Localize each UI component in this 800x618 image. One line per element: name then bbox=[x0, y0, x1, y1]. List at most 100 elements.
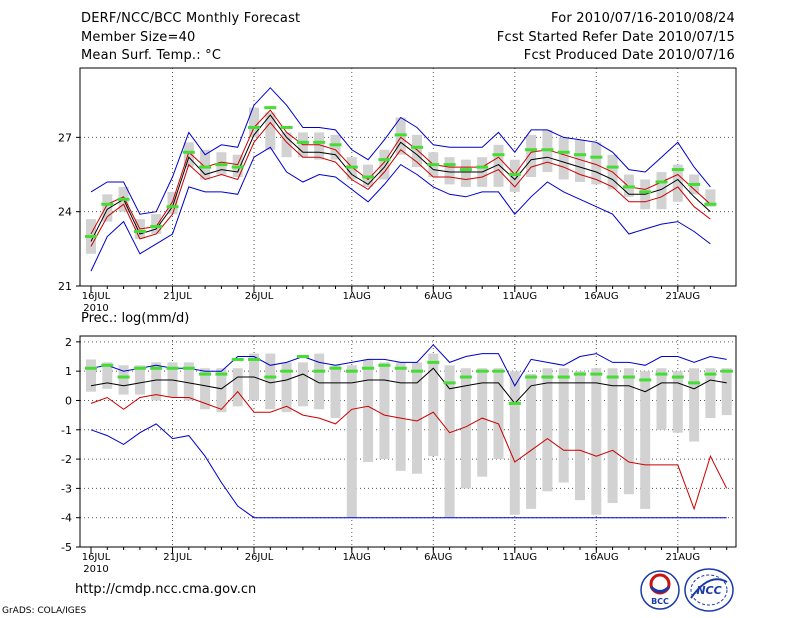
temp-box-1 bbox=[102, 194, 113, 222]
prec-lower-red-line bbox=[90, 390, 728, 511]
temp-median-25 bbox=[492, 153, 505, 157]
prec-ytick-label-6: 1 bbox=[65, 365, 72, 378]
temp-box-20 bbox=[412, 134, 422, 168]
temp-xtick-label-6: 16AUG bbox=[584, 291, 619, 302]
temp-year-label: 2010 bbox=[83, 303, 108, 314]
prec-xtick-label-2: 26JUL bbox=[245, 552, 274, 563]
temp-median-1 bbox=[101, 202, 114, 206]
temp-median-13 bbox=[296, 140, 309, 144]
prec-ytick-label-3: -2 bbox=[61, 453, 72, 466]
prec-median-24 bbox=[476, 369, 489, 373]
bcc-logo-text: BCC bbox=[651, 597, 669, 606]
figure-title: DERF/NCC/BCC Monthly Forecast bbox=[81, 11, 301, 26]
prec-box-35 bbox=[656, 368, 667, 430]
prec-box-4 bbox=[151, 362, 162, 401]
prec-xtick-label-3: 1AUG bbox=[343, 552, 371, 563]
prec-median-34 bbox=[639, 378, 652, 382]
temp-median-9 bbox=[231, 165, 244, 169]
temp-median-2 bbox=[117, 197, 130, 201]
temp-xtick-label-5: 11AUG bbox=[502, 291, 537, 302]
prec-box-39 bbox=[721, 368, 732, 416]
temp-box-11 bbox=[265, 112, 276, 150]
temp-box-25 bbox=[493, 144, 504, 187]
temp-median-11 bbox=[264, 106, 277, 110]
prec-median-15 bbox=[329, 366, 342, 370]
prec-box-13 bbox=[297, 362, 308, 407]
temp-lower-red-line bbox=[90, 121, 711, 247]
temp-box-4 bbox=[151, 214, 162, 234]
temp-median-38 bbox=[704, 202, 717, 206]
prec-median-3 bbox=[133, 366, 146, 370]
temp-mean-line bbox=[90, 114, 711, 242]
temp-median-10 bbox=[248, 125, 260, 129]
prec-median-0 bbox=[85, 366, 97, 370]
prec-box-32 bbox=[607, 368, 618, 504]
temp-median-33 bbox=[622, 185, 635, 189]
prec-ytick-label-5: 0 bbox=[65, 394, 72, 407]
prec-median-35 bbox=[655, 372, 668, 376]
temp-median-30 bbox=[574, 153, 586, 157]
prec-upper-line bbox=[90, 344, 727, 387]
temp-median-20 bbox=[411, 145, 423, 149]
prec-median-4 bbox=[150, 366, 163, 370]
temp-median-32 bbox=[606, 165, 619, 169]
temp-box-6 bbox=[183, 142, 194, 168]
prec-box-34 bbox=[640, 371, 651, 509]
forecast-started-label: Fcst Started Refer Date 2010/07/15 bbox=[496, 30, 735, 45]
temp-frame bbox=[79, 67, 737, 287]
prec-median-28 bbox=[541, 375, 554, 379]
temp-box-29 bbox=[558, 137, 569, 180]
source-url: http://cmdp.ncc.cma.gov.cn bbox=[75, 582, 257, 597]
temp-median-18 bbox=[378, 158, 391, 162]
prec-median-18 bbox=[378, 363, 391, 367]
prec-box-30 bbox=[575, 371, 585, 501]
prec-box-7 bbox=[200, 368, 211, 410]
temp-median-29 bbox=[557, 150, 570, 154]
prec-box-19 bbox=[395, 362, 406, 471]
temp-xtick-label-2: 26JUL bbox=[245, 291, 274, 302]
temp-median-27 bbox=[525, 148, 538, 152]
temp-median-22 bbox=[443, 163, 456, 167]
temp-median-37 bbox=[688, 182, 701, 186]
prec-box-38 bbox=[705, 368, 716, 419]
prec-median-13 bbox=[296, 355, 309, 359]
temp-median-28 bbox=[541, 148, 554, 152]
temp-box-35 bbox=[656, 172, 667, 210]
prec-xtick-label-5: 11AUG bbox=[502, 552, 537, 563]
grads-credit: GrADS: COLA/IGES bbox=[2, 606, 87, 616]
temp-box-23 bbox=[460, 159, 471, 187]
prec-box-2 bbox=[118, 365, 129, 395]
precipitation-variable-label: Prec.: log(mm/d) bbox=[81, 311, 189, 326]
temp-median-17 bbox=[362, 175, 375, 179]
prec-median-10 bbox=[248, 357, 260, 361]
prec-ytick-label-0: -5 bbox=[61, 541, 72, 554]
prec-median-36 bbox=[671, 375, 684, 379]
temp-xtick-label-0: 16JUL bbox=[82, 291, 111, 302]
prec-median-6 bbox=[182, 366, 195, 370]
temp-median-14 bbox=[313, 140, 326, 144]
temp-ytick-label-0: 21 bbox=[58, 280, 72, 293]
prec-ytick-label-2: -3 bbox=[61, 482, 72, 495]
temp-box-14 bbox=[314, 132, 325, 160]
temp-median-6 bbox=[182, 150, 195, 154]
ncc-logo: NCC bbox=[684, 568, 734, 612]
prec-box-12 bbox=[281, 362, 292, 413]
prec-box-23 bbox=[460, 368, 471, 489]
prec-box-17 bbox=[363, 359, 374, 463]
prec-box-6 bbox=[183, 362, 194, 401]
temp-median-19 bbox=[394, 133, 407, 137]
temp-median-0 bbox=[85, 234, 97, 238]
prec-frame bbox=[79, 335, 737, 548]
bcc-logo: BCC bbox=[640, 570, 680, 610]
prec-box-25 bbox=[493, 368, 504, 460]
prec-ytick-label-4: -1 bbox=[61, 424, 72, 437]
temp-box-5 bbox=[167, 191, 178, 215]
temp-median-34 bbox=[639, 190, 652, 194]
prec-box-29 bbox=[558, 368, 569, 483]
prec-box-24 bbox=[477, 368, 488, 477]
prec-median-2 bbox=[117, 375, 130, 379]
prec-box-9 bbox=[232, 368, 243, 407]
temp-box-36 bbox=[672, 164, 683, 202]
temp-median-24 bbox=[476, 165, 489, 169]
prec-median-39 bbox=[720, 369, 733, 373]
